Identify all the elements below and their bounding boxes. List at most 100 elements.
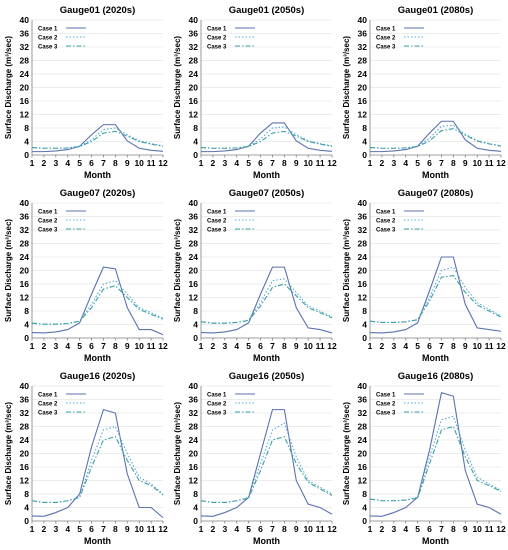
x-tick-label: 5 bbox=[415, 158, 420, 168]
y-tick-label: 16 bbox=[20, 462, 30, 472]
legend-label: Case 2 bbox=[376, 36, 396, 42]
x-tick-label: 8 bbox=[113, 341, 118, 351]
y-axis-label: Surface Discharge (m³/sec) bbox=[4, 36, 13, 139]
x-tick-label: 10 bbox=[472, 524, 482, 534]
y-tick-label: 40 bbox=[358, 381, 368, 391]
x-tick-label: 2 bbox=[211, 158, 216, 168]
x-tick-label: 1 bbox=[368, 341, 373, 351]
x-tick-label: 11 bbox=[147, 524, 156, 534]
x-tick-label: 2 bbox=[380, 524, 385, 534]
y-tick-label: 16 bbox=[189, 96, 199, 106]
x-tick-label: 6 bbox=[258, 524, 263, 534]
x-tick-label: 3 bbox=[222, 524, 227, 534]
chart-panel: Gauge16 (2020s) 0 4 8 12 16 20 24 28 32 36 40 1 2 3 4 5 6… bbox=[0, 366, 169, 549]
series-line bbox=[31, 285, 164, 325]
x-tick-label: 7 bbox=[101, 158, 106, 168]
x-tick-label: 6 bbox=[427, 524, 432, 534]
x-tick-label: 8 bbox=[451, 524, 456, 534]
x-axis-label: Month bbox=[253, 536, 280, 546]
chart-title: Gauge01 (2020s) bbox=[60, 5, 136, 16]
x-tick-label: 11 bbox=[485, 341, 494, 351]
series-line bbox=[31, 435, 164, 503]
x-tick-label: 8 bbox=[451, 158, 456, 168]
x-tick-label: 7 bbox=[439, 524, 444, 534]
x-tick-label: 9 bbox=[125, 524, 130, 534]
y-tick-label: 40 bbox=[20, 381, 30, 391]
x-tick-label: 8 bbox=[282, 341, 287, 351]
x-tick-label: 1 bbox=[368, 158, 373, 168]
x-tick-label: 10 bbox=[134, 524, 144, 534]
x-tick-label: 4 bbox=[403, 341, 408, 351]
chart-panel: Gauge16 (2080s) 0 4 8 12 16 20 24 28 32 36 40 1 2 3 4 5 6… bbox=[338, 366, 507, 549]
x-tick-label: 6 bbox=[427, 158, 432, 168]
chart-title: Gauge07 (2050s) bbox=[229, 188, 305, 199]
chart-title: Gauge16 (2080s) bbox=[398, 371, 474, 382]
x-tick-label: 7 bbox=[439, 158, 444, 168]
chart-title: Gauge01 (2080s) bbox=[398, 5, 474, 16]
y-axis-label: Surface Discharge (m³/sec) bbox=[4, 219, 13, 322]
x-tick-label: 3 bbox=[53, 341, 58, 351]
y-tick-label: 36 bbox=[189, 395, 199, 405]
legend-label: Case 1 bbox=[38, 27, 58, 33]
legend-label: Case 3 bbox=[38, 45, 58, 51]
y-tick-label: 24 bbox=[189, 252, 199, 262]
y-tick-label: 4 bbox=[362, 503, 367, 513]
series-line bbox=[200, 422, 333, 503]
series-line bbox=[200, 278, 333, 324]
x-tick-label: 1 bbox=[199, 158, 204, 168]
x-tick-label: 6 bbox=[427, 341, 432, 351]
x-axis-label: Month bbox=[422, 353, 449, 363]
y-tick-label: 16 bbox=[20, 96, 30, 106]
legend-label: Case 3 bbox=[207, 228, 227, 234]
y-tick-label: 32 bbox=[358, 408, 368, 418]
y-tick-label: 36 bbox=[358, 212, 368, 222]
x-tick-label: 11 bbox=[316, 158, 325, 168]
y-tick-label: 36 bbox=[358, 395, 368, 405]
x-tick-label: 12 bbox=[327, 524, 337, 534]
y-tick-label: 32 bbox=[189, 408, 199, 418]
x-axis-label: Month bbox=[422, 536, 449, 546]
x-tick-label: 5 bbox=[415, 341, 420, 351]
x-tick-label: 1 bbox=[199, 341, 204, 351]
y-tick-label: 8 bbox=[362, 306, 367, 316]
y-tick-label: 36 bbox=[20, 212, 30, 222]
chart-title: Gauge16 (2020s) bbox=[60, 371, 136, 382]
y-tick-label: 24 bbox=[358, 252, 368, 262]
y-tick-label: 0 bbox=[193, 516, 198, 526]
y-tick-label: 28 bbox=[189, 239, 199, 249]
y-tick-label: 28 bbox=[189, 56, 199, 66]
legend-label: Case 1 bbox=[376, 27, 396, 33]
y-tick-label: 40 bbox=[189, 15, 199, 25]
y-tick-label: 20 bbox=[358, 449, 368, 459]
x-tick-label: 12 bbox=[496, 341, 506, 351]
y-tick-label: 20 bbox=[189, 449, 199, 459]
y-tick-label: 24 bbox=[358, 69, 368, 79]
x-tick-label: 11 bbox=[316, 524, 325, 534]
y-tick-label: 36 bbox=[20, 395, 30, 405]
x-tick-label: 6 bbox=[258, 158, 263, 168]
y-tick-label: 0 bbox=[193, 150, 198, 160]
y-axis-label: Surface Discharge (m³/sec) bbox=[342, 36, 351, 139]
x-tick-label: 12 bbox=[496, 524, 506, 534]
x-tick-label: 10 bbox=[472, 341, 482, 351]
y-tick-label: 20 bbox=[358, 83, 368, 93]
chart-panel: Gauge07 (2080s) 0 4 8 12 16 20 24 28 32 36 40 1 2 3 4 5 6… bbox=[338, 183, 507, 366]
series-line bbox=[200, 283, 333, 324]
legend-label: Case 3 bbox=[376, 228, 396, 234]
y-axis-label: Surface Discharge (m³/sec) bbox=[342, 402, 351, 505]
x-tick-label: 3 bbox=[53, 524, 58, 534]
x-tick-label: 2 bbox=[42, 524, 47, 534]
legend-label: Case 3 bbox=[38, 228, 58, 234]
y-tick-label: 32 bbox=[358, 42, 368, 52]
x-axis-label: Month bbox=[84, 536, 111, 546]
y-tick-label: 8 bbox=[24, 123, 29, 133]
x-tick-label: 7 bbox=[439, 341, 444, 351]
series-line bbox=[31, 280, 164, 325]
series-line bbox=[370, 120, 502, 153]
y-tick-label: 0 bbox=[24, 516, 29, 526]
x-tick-label: 11 bbox=[485, 158, 494, 168]
series-line bbox=[369, 415, 502, 502]
